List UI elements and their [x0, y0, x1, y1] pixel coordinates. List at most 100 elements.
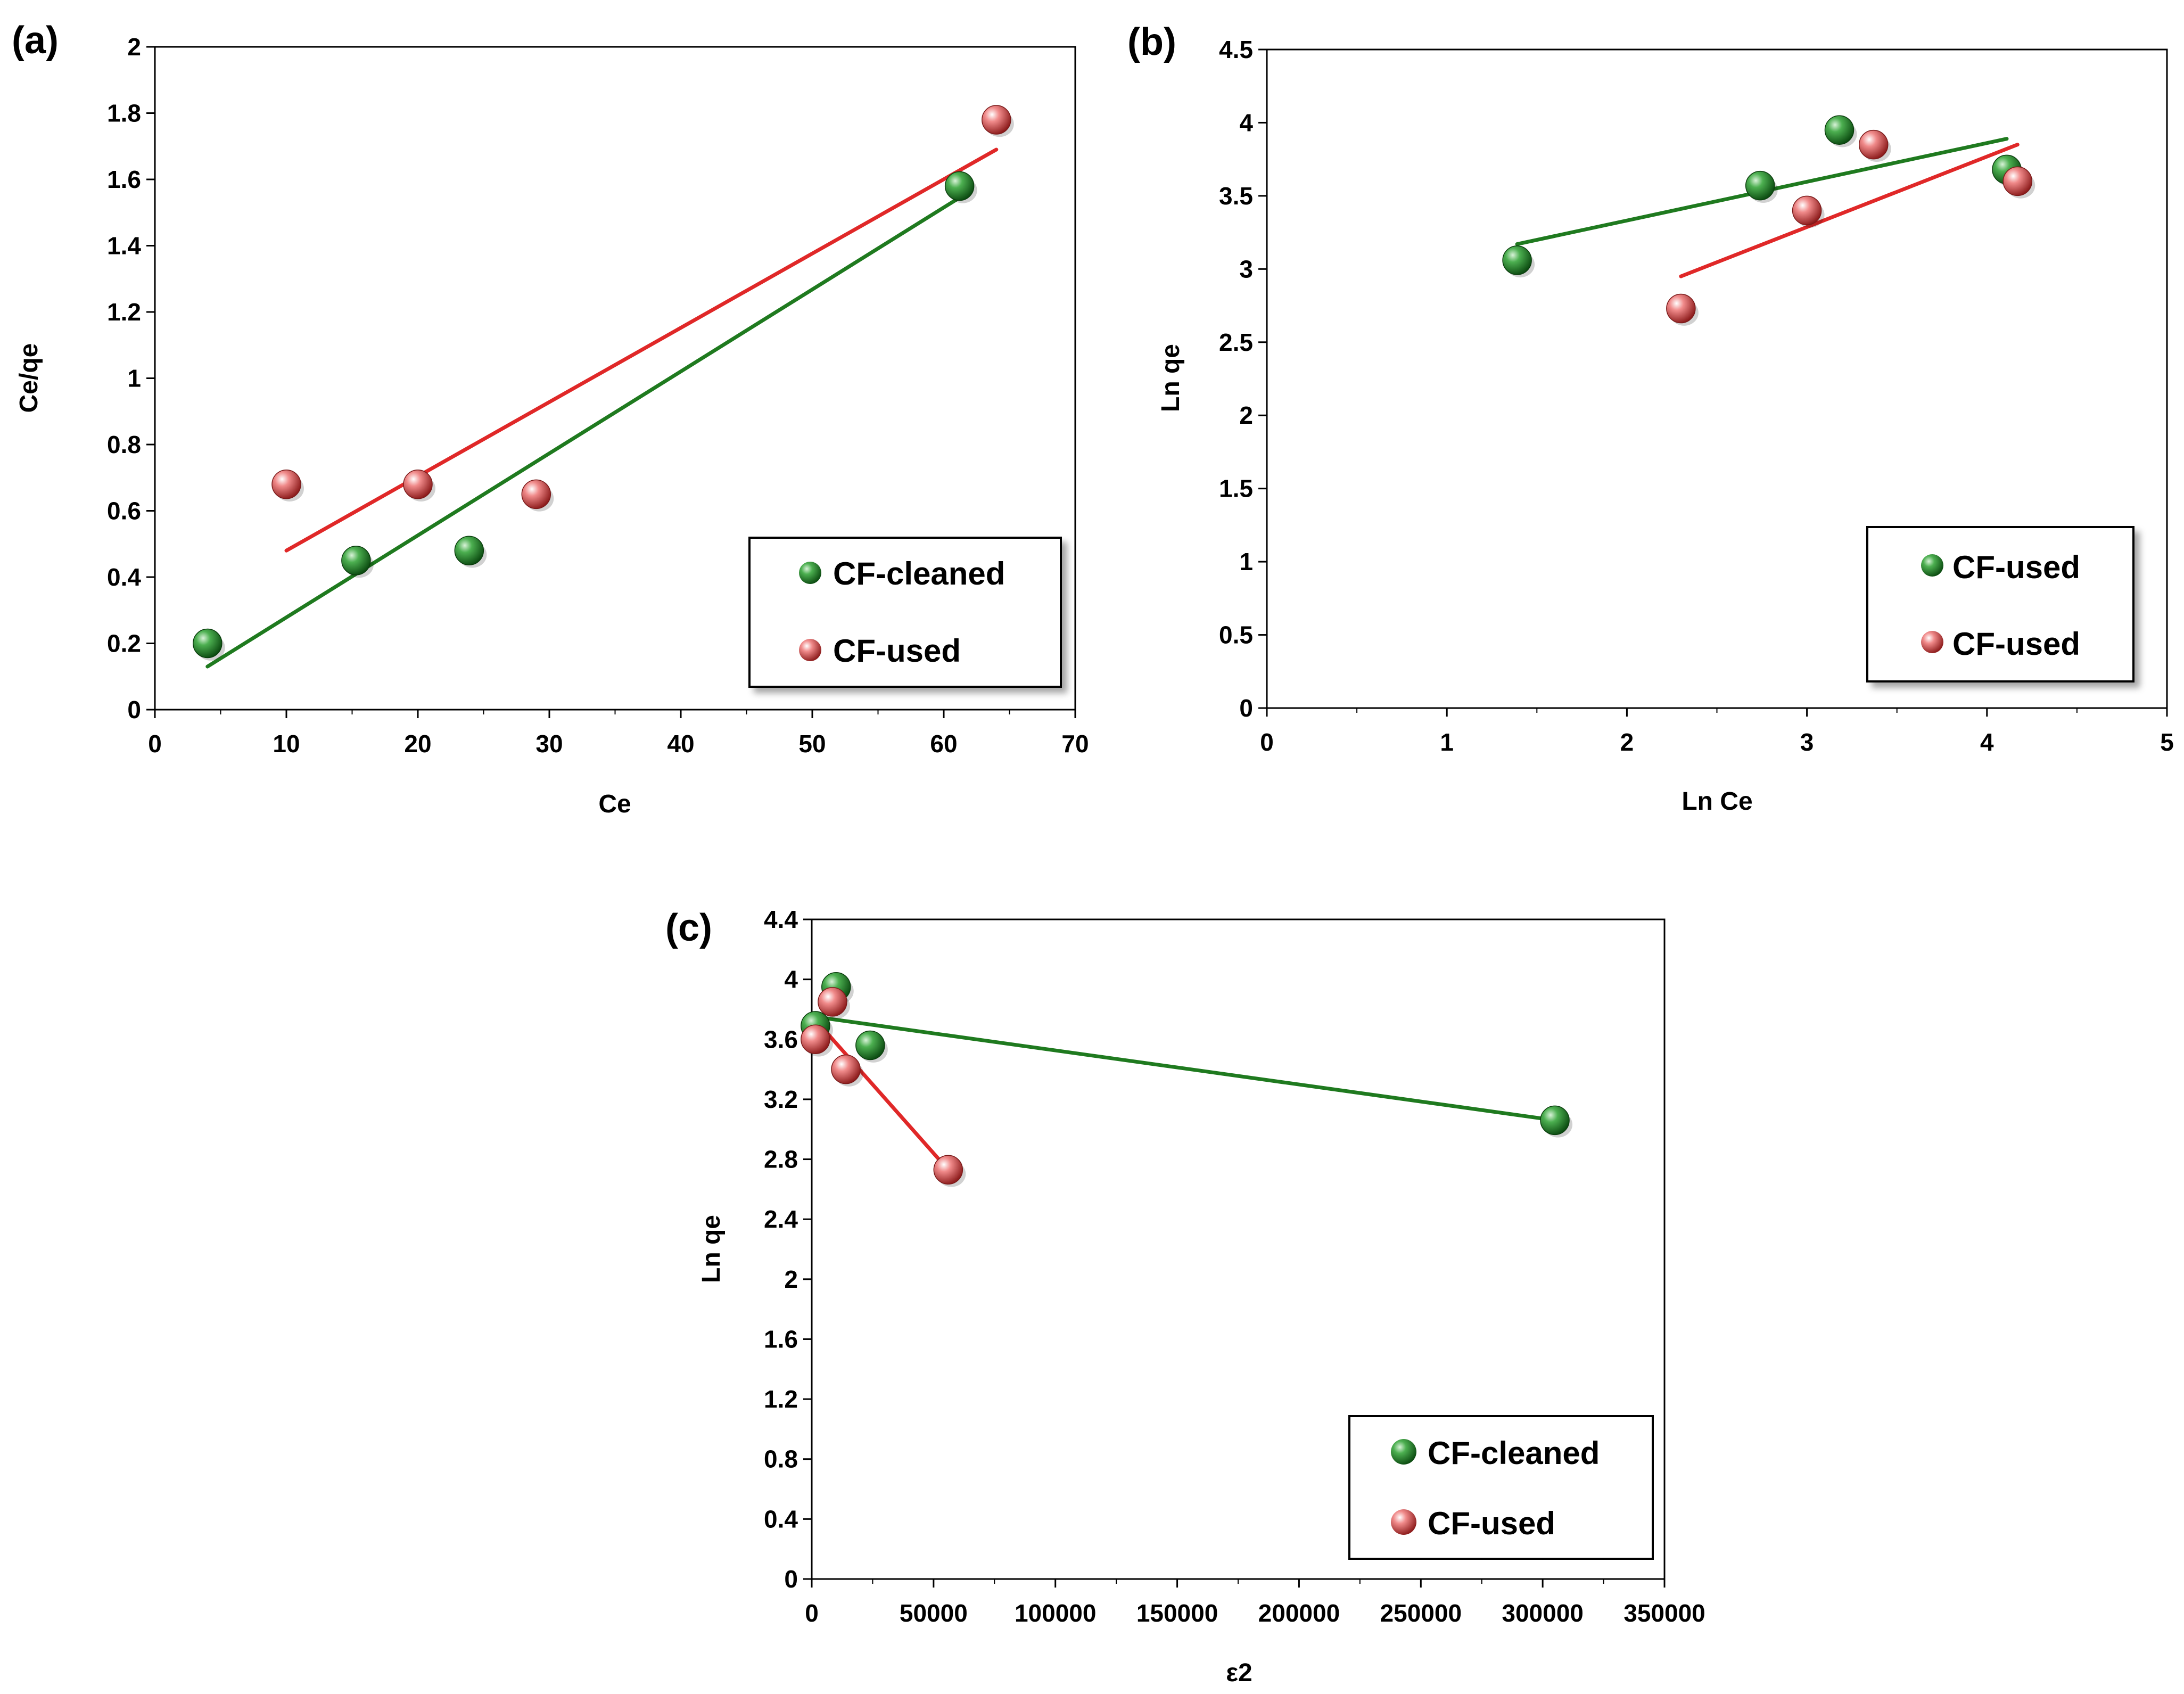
- legend-marker-a-cf-used: [799, 639, 821, 661]
- y-tick-label-b: 1: [1239, 548, 1253, 575]
- fit-line-a-green: [205, 197, 959, 669]
- fit-line-c-red: [813, 1018, 950, 1172]
- x-tick-label-a: 60: [930, 730, 957, 758]
- chart-c: 0 50000 100000 150000 200000 250000 300000 3500…: [665, 906, 1705, 1687]
- x-tick-label-a: 50: [798, 730, 826, 758]
- data-point-b-red: [1858, 129, 1889, 160]
- legend-a: [748, 537, 1062, 688]
- legend-box-b: [1866, 526, 2134, 682]
- x-tick-label-a: 40: [667, 730, 694, 758]
- y-tick-label-b: 0.5: [1219, 621, 1253, 649]
- legend-box-a: [748, 537, 1062, 688]
- y-tick-label-a: 0.8: [107, 431, 141, 458]
- axis-ticks-b: 0 1 2 3 4 5 0 0.5 1 1.5 2 2.5 3 3.5 4 4.5: [1219, 36, 2174, 756]
- data-points-a: [193, 105, 1014, 661]
- y-tick-label-a: 0.6: [107, 497, 141, 525]
- legend-label-b-cf-used-1: CF-used: [1952, 549, 2080, 585]
- y-tick-label-c: 3.2: [764, 1086, 798, 1113]
- legend-b: [1866, 526, 2134, 682]
- y-tick-label-a: 1.2: [107, 298, 141, 326]
- x-axis-title-b: Ln Ce: [1682, 787, 1752, 816]
- y-tick-label-c: 3.6: [764, 1025, 798, 1053]
- data-point-c-green: [1540, 1105, 1570, 1136]
- y-tick-label-c: 4.4: [764, 906, 798, 933]
- x-tick-label-b: 3: [1800, 728, 1814, 756]
- x-tick-label-b: 0: [1260, 728, 1274, 756]
- data-point-a-red: [982, 105, 1011, 135]
- y-tick-label-b: 3: [1239, 255, 1253, 283]
- x-tick-label-a: 30: [535, 730, 563, 758]
- y-tick-label-c: 0.8: [764, 1445, 798, 1473]
- fit-line-b-red: [1679, 143, 2020, 278]
- y-tick-label-b: 4.5: [1219, 36, 1253, 63]
- data-points-b: [1502, 115, 2035, 326]
- data-point-b-green: [1502, 245, 1532, 275]
- panel-label-a: (a): [12, 19, 59, 62]
- y-tick-label-b: 2: [1239, 401, 1253, 429]
- y-tick-label-a: 0.2: [107, 630, 141, 657]
- x-tick-label-c: 100000: [1015, 1599, 1097, 1627]
- x-tick-label-c: 50000: [900, 1599, 968, 1627]
- data-point-b-red: [1666, 293, 1696, 324]
- legend-marker-a-cf-cleaned: [799, 562, 821, 584]
- legend-label-c-cf-cleaned: CF-cleaned: [1428, 1435, 1600, 1471]
- x-tick-label-b: 1: [1440, 728, 1454, 756]
- panel-label-c: (c): [665, 907, 712, 949]
- data-point-a-green: [454, 536, 484, 565]
- y-tick-label-b: 2.5: [1219, 328, 1253, 356]
- data-points-c: [801, 972, 1573, 1187]
- data-point-c-green: [855, 1030, 885, 1060]
- data-point-b-green: [1745, 170, 1775, 201]
- y-axis-title-a: Ce/qe: [15, 343, 43, 413]
- x-tick-label-a: 10: [273, 730, 300, 758]
- y-tick-label-c: 2.8: [764, 1146, 798, 1173]
- data-point-a-green: [944, 171, 975, 201]
- x-tick-label-c: 300000: [1502, 1599, 1584, 1627]
- y-axis-title-c: Ln qe: [697, 1215, 726, 1283]
- y-tick-label-c: 1.6: [764, 1325, 798, 1353]
- y-tick-label-c: 0.4: [764, 1505, 798, 1533]
- y-axis-title-b: Ln qe: [1157, 344, 1185, 412]
- legend-marker-b-cf-used-1: [1921, 554, 1943, 577]
- chart-a: 0 10 20 30 40 50 60 70 0 0.2 0.4 0.6 0.8 1 1.2 1.4 1.6 1.…: [12, 19, 1089, 818]
- y-tick-label-a: 0.4: [107, 563, 141, 591]
- legend-label-c-cf-used: CF-used: [1428, 1506, 1555, 1541]
- axis-ticks-a: 0 10 20 30 40 50 60 70 0 0.2 0.4 0.6 0.8 1 1.2 1.4 1.6 1.…: [107, 33, 1089, 758]
- data-point-b-red: [1792, 195, 1822, 226]
- data-point-a-green: [341, 546, 371, 575]
- y-tick-label-b: 0: [1239, 694, 1253, 722]
- legend-label-b-cf-used-2: CF-used: [1952, 626, 2080, 662]
- y-tick-label-c: 0: [784, 1565, 798, 1593]
- x-tick-label-a: 0: [148, 730, 162, 758]
- fit-line-c-green: [813, 1015, 1557, 1122]
- legend-marker-c-cf-used: [1391, 1509, 1416, 1535]
- data-point-c-red: [831, 1054, 861, 1084]
- data-point-c-red: [801, 1024, 830, 1055]
- x-tick-label-b: 5: [2160, 728, 2174, 756]
- y-tick-label-a: 1: [127, 365, 141, 392]
- legend-label-a-cf-cleaned: CF-cleaned: [833, 556, 1005, 591]
- x-tick-label-c: 250000: [1380, 1599, 1462, 1627]
- y-tick-label-b: 3.5: [1219, 182, 1253, 210]
- y-tick-label-a: 1.6: [107, 166, 141, 193]
- y-tick-label-a: 1.4: [107, 232, 141, 260]
- x-tick-label-a: 70: [1061, 730, 1089, 758]
- axis-ticks-c: 0 50000 100000 150000 200000 250000 300000 3500…: [764, 906, 1705, 1627]
- x-tick-label-c: 350000: [1623, 1599, 1705, 1627]
- chart-b: 0 1 2 3 4 5 0 0.5 1 1.5 2 2.5 3 3.5 4 4.5 (b) Ln Ce Ln …: [1127, 21, 2174, 816]
- data-point-a-red: [271, 469, 301, 499]
- data-point-c-red: [933, 1155, 963, 1185]
- data-point-a-red: [403, 469, 433, 499]
- legend-label-a-cf-used: CF-used: [833, 633, 961, 669]
- x-tick-label-c: 200000: [1258, 1599, 1340, 1627]
- data-point-c-red: [818, 987, 847, 1017]
- data-point-b-red: [2002, 166, 2033, 196]
- data-point-a-red: [521, 479, 551, 509]
- y-tick-label-c: 2.4: [764, 1205, 798, 1233]
- x-tick-label-c: 150000: [1136, 1599, 1218, 1627]
- y-tick-label-c: 1.2: [764, 1385, 798, 1413]
- y-tick-label-c: 4: [784, 966, 798, 993]
- x-tick-label-b: 2: [1620, 728, 1634, 756]
- y-tick-label-a: 1.8: [107, 100, 141, 127]
- x-axis-title-a: Ce: [598, 790, 631, 818]
